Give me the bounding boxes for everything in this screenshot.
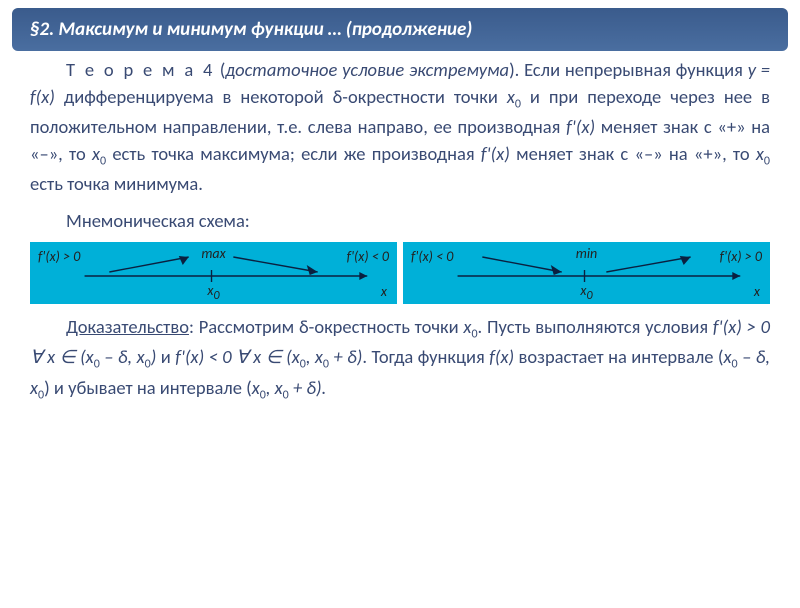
t-fprime1: f'(x): [566, 115, 595, 138]
mnemo-label-block: Мнемоническая схема:: [0, 202, 800, 239]
t-text6: меняет знак с «–» на «+», то: [510, 142, 756, 165]
mnemo-label: Мнемоническая схема:: [66, 209, 250, 232]
t-text7: есть точка минимума.: [30, 172, 203, 195]
t-text2: дифференцируема в некоторой δ-окрестност…: [55, 85, 507, 108]
theorem-block: Т е о р е м а 4 (достаточное условие экс…: [0, 51, 800, 202]
proof-label: Доказательство: [66, 315, 189, 338]
sch-mm: min: [576, 245, 598, 262]
t-text5: есть точка максимума; если же производна…: [106, 142, 481, 165]
schema-max-cell: f'(x) > 0 max f'(x) < 0 x0 x: [30, 242, 397, 304]
sch-right: f'(x) < 0: [347, 248, 389, 265]
sch-x0: x0: [580, 282, 592, 303]
mnemo-schema: f'(x) > 0 max f'(x) < 0 x0 x f'(x) < 0 m…: [30, 242, 770, 304]
sch-left: f'(x) < 0: [411, 248, 453, 265]
sch-x: x: [381, 283, 387, 300]
theorem-label: Т е о р е м а 4: [66, 58, 215, 81]
p-t1: : Рассмотрим δ-окрестность точки: [189, 315, 463, 338]
proof-block: Доказательство: Рассмотрим δ-окрестность…: [0, 308, 800, 408]
t-text1: ). Если непрерывная функция: [509, 58, 748, 81]
p-t2: . Пусть выполняются условия: [478, 315, 713, 338]
sch-x: x: [754, 283, 760, 300]
schema-min-cell: f'(x) < 0 min f'(x) > 0 x0 x: [403, 242, 770, 304]
sch-left: f'(x) > 0: [38, 248, 80, 265]
section-header: §2. Максимум и минимум функции … (продол…: [12, 8, 788, 51]
sch-right: f'(x) > 0: [720, 248, 762, 265]
t-fprime2: f'(x): [481, 142, 510, 165]
theorem-name: достаточное условие экстремума: [225, 58, 509, 81]
t-x0: x: [507, 85, 515, 108]
sch-x0: x0: [207, 282, 219, 303]
sch-mm: max: [201, 245, 225, 262]
section-title: §2. Максимум и минимум функции … (продол…: [30, 18, 472, 41]
